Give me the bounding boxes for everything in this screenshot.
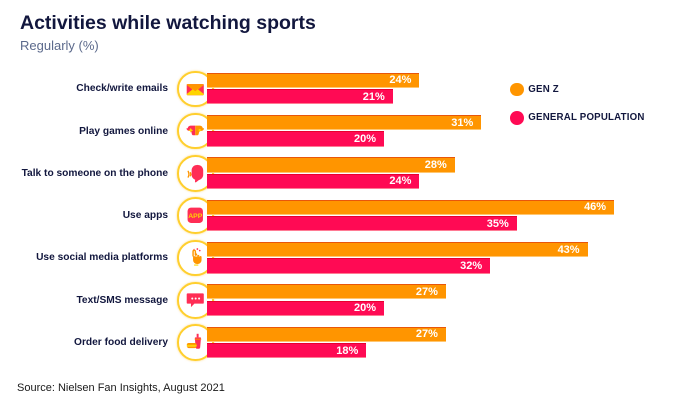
svg-text:APP: APP — [188, 214, 202, 221]
